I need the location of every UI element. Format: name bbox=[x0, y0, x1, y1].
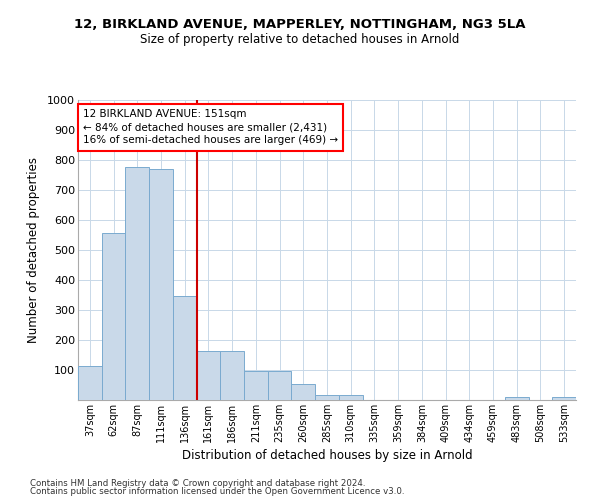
Bar bbox=[102, 232, 125, 400]
Text: Contains HM Land Registry data © Crown copyright and database right 2024.: Contains HM Land Registry data © Crown c… bbox=[30, 478, 365, 488]
Bar bbox=[268, 371, 292, 400]
Y-axis label: Number of detached properties: Number of detached properties bbox=[27, 157, 40, 343]
Bar bbox=[125, 166, 149, 400]
Bar bbox=[244, 371, 268, 400]
X-axis label: Distribution of detached houses by size in Arnold: Distribution of detached houses by size … bbox=[182, 449, 472, 462]
Text: 12, BIRKLAND AVENUE, MAPPERLEY, NOTTINGHAM, NG3 5LA: 12, BIRKLAND AVENUE, MAPPERLEY, NOTTINGH… bbox=[74, 18, 526, 30]
Bar bbox=[78, 366, 102, 400]
Bar bbox=[220, 351, 244, 400]
Text: Contains public sector information licensed under the Open Government Licence v3: Contains public sector information licen… bbox=[30, 487, 404, 496]
Bar bbox=[149, 169, 173, 400]
Bar bbox=[552, 397, 576, 400]
Bar bbox=[173, 296, 197, 400]
Bar bbox=[197, 351, 220, 400]
Text: 12 BIRKLAND AVENUE: 151sqm
← 84% of detached houses are smaller (2,431)
16% of s: 12 BIRKLAND AVENUE: 151sqm ← 84% of deta… bbox=[83, 109, 338, 146]
Bar bbox=[315, 395, 339, 400]
Bar bbox=[292, 384, 315, 400]
Text: Size of property relative to detached houses in Arnold: Size of property relative to detached ho… bbox=[140, 32, 460, 46]
Bar bbox=[339, 395, 362, 400]
Bar bbox=[505, 397, 529, 400]
